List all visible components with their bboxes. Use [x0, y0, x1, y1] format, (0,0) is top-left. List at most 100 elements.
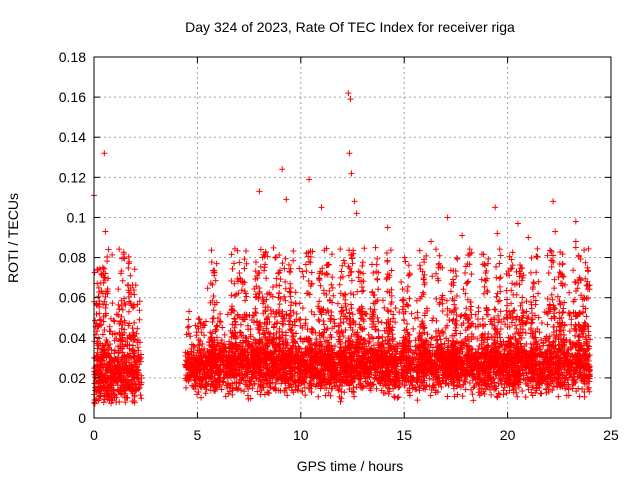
- data-point: [565, 392, 572, 399]
- data-point: [273, 376, 280, 383]
- data-point: [500, 387, 507, 394]
- data-point: [296, 265, 303, 272]
- data-point: [474, 354, 481, 361]
- data-point: [217, 310, 224, 317]
- data-point: [520, 310, 527, 317]
- data-point: [543, 337, 550, 344]
- data-point: [113, 365, 120, 372]
- data-point: [209, 315, 216, 322]
- data-point: [541, 376, 548, 383]
- data-point: [415, 370, 422, 377]
- data-point: [427, 341, 434, 348]
- data-point: [121, 367, 128, 374]
- data-point: [562, 281, 569, 288]
- data-point: [438, 383, 445, 390]
- data-point: [463, 305, 470, 312]
- data-point: [191, 386, 198, 393]
- data-point: [453, 370, 460, 377]
- data-point: [506, 387, 513, 394]
- data-point: [366, 385, 373, 392]
- data-point: [129, 398, 136, 405]
- data-point: [297, 335, 304, 342]
- data-point: [195, 315, 202, 322]
- data-point: [446, 316, 453, 323]
- data-point: [118, 391, 125, 398]
- data-point: [111, 318, 118, 325]
- data-point: [331, 372, 338, 379]
- data-point: [498, 381, 505, 388]
- data-point: [402, 375, 409, 382]
- data-point: [137, 339, 144, 346]
- data-point: [109, 331, 116, 338]
- data-point: [492, 371, 499, 378]
- data-point: [92, 317, 99, 324]
- data-point: [339, 379, 346, 386]
- data-point: [122, 390, 129, 397]
- data-point: [475, 356, 482, 363]
- data-point: [202, 318, 209, 325]
- data-point: [185, 323, 192, 330]
- data-point: [349, 311, 356, 318]
- data-point: [551, 305, 558, 312]
- data-point: [187, 333, 194, 340]
- data-point: [138, 395, 145, 402]
- data-point: [502, 345, 509, 352]
- data-point: [100, 361, 107, 368]
- data-point: [336, 386, 343, 393]
- data-point: [109, 300, 116, 307]
- data-point: [335, 387, 342, 394]
- data-point: [210, 307, 217, 314]
- data-point: [395, 394, 402, 401]
- data-point: [432, 351, 439, 358]
- data-point: [555, 393, 562, 400]
- data-point: [233, 379, 240, 386]
- data-point: [520, 376, 527, 383]
- data-point: [368, 381, 375, 388]
- data-point: [505, 380, 512, 387]
- data-point: [95, 379, 102, 386]
- data-point: [299, 305, 306, 312]
- data-point: [534, 372, 541, 379]
- data-point: [576, 393, 583, 400]
- data-point: [568, 316, 575, 323]
- data-point: [536, 381, 543, 388]
- data-point: [218, 337, 225, 344]
- data-point: [198, 394, 205, 401]
- data-point: [265, 389, 272, 396]
- data-point: [204, 285, 211, 292]
- data-point: [107, 315, 114, 322]
- data-point: [134, 344, 141, 351]
- data-point: [224, 358, 231, 365]
- data-point: [451, 393, 458, 400]
- data-point: [306, 343, 313, 350]
- data-point: [249, 385, 256, 392]
- data-point: [550, 383, 557, 390]
- data-point: [333, 362, 340, 369]
- data-point: [115, 388, 122, 395]
- data-point: [398, 360, 405, 367]
- data-point: [460, 320, 467, 327]
- data-point: [355, 375, 362, 382]
- data-point: [136, 307, 143, 314]
- data-point: [222, 393, 229, 400]
- data-point: [586, 388, 593, 395]
- data-point: [135, 375, 142, 382]
- data-point: [429, 334, 436, 341]
- data-point: [182, 361, 189, 368]
- data-point: [422, 386, 429, 393]
- data-point: [196, 366, 203, 373]
- data-point: [101, 384, 108, 391]
- data-point: [120, 360, 127, 367]
- data-point: [136, 298, 143, 305]
- data-point: [414, 397, 421, 404]
- data-point: [133, 367, 140, 374]
- data-point: [523, 357, 530, 364]
- data-point: [391, 394, 398, 401]
- data-point: [221, 331, 228, 338]
- data-point: [328, 359, 335, 366]
- data-point: [429, 273, 436, 280]
- data-point: [488, 391, 495, 398]
- data-point: [224, 311, 231, 318]
- data-point: [392, 305, 399, 312]
- data-point: [127, 363, 134, 370]
